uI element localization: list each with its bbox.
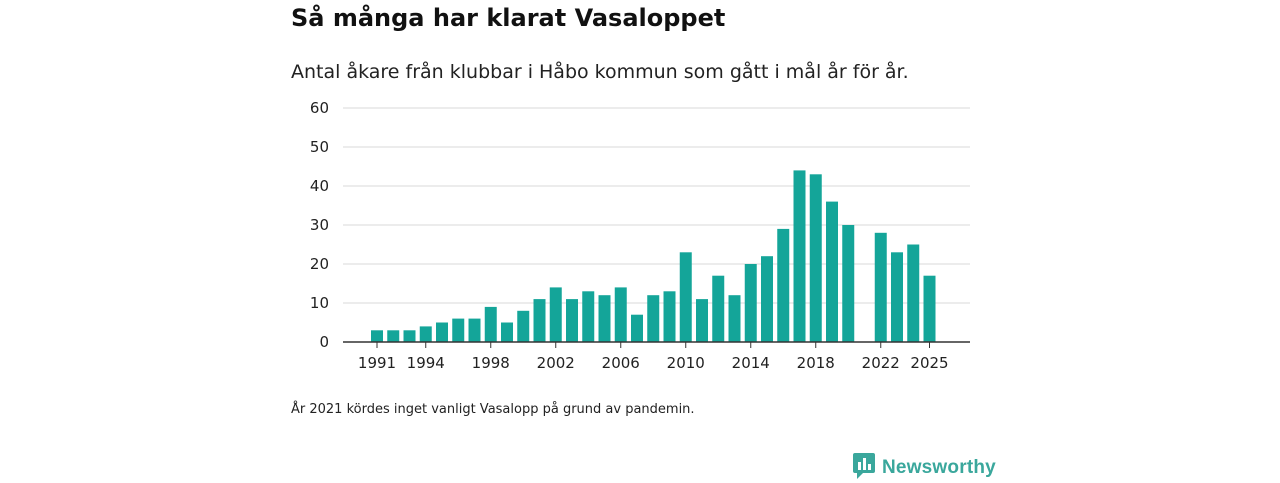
x-tick-label: 1991 [358,354,396,372]
bar-2025[interactable] [923,275,936,342]
x-tick-label: 1998 [472,354,510,372]
bar-2005[interactable] [598,295,611,342]
bar-2000[interactable] [517,310,530,342]
bar-2023[interactable] [891,252,903,342]
bar-1994[interactable] [419,326,432,342]
y-tick-label: 40 [310,177,329,195]
bars [371,170,936,342]
y-tick-label: 50 [310,138,329,156]
y-tick-label: 0 [319,333,329,351]
bar-2007[interactable] [631,314,643,342]
x-tick-label: 2014 [732,354,770,372]
chart-subtitle: Antal åkare från klubbar i Håbo kommun s… [291,61,909,83]
bar-2019[interactable] [826,201,838,342]
x-tick-label: 1994 [407,354,445,372]
footnote: År 2021 kördes inget vanligt Vasalopp på… [291,402,695,417]
x-tick-label: 2025 [910,354,948,372]
bar-2020[interactable] [842,225,855,342]
bar-1992[interactable] [387,330,400,342]
bar-2001[interactable] [533,299,546,342]
x-tick-label: 2002 [537,354,575,372]
chart-title: Så många har klarat Vasaloppet [291,4,726,32]
x-tick-label: 2022 [862,354,900,372]
bar-2009[interactable] [663,291,676,342]
brand-logo[interactable]: Newsworthy [853,453,996,483]
x-tick-label: 2010 [667,354,705,372]
bar-1995[interactable] [436,322,448,343]
bar-2003[interactable] [566,299,578,342]
bar-1991[interactable] [371,330,383,342]
bar-2006[interactable] [614,287,627,342]
bar-2018[interactable] [809,174,822,342]
bar-1999[interactable] [501,322,513,343]
bar-2008[interactable] [647,295,660,342]
x-tick-label: 2006 [602,354,640,372]
bar-2011[interactable] [696,299,708,342]
y-axis: 0 10 20 30 40 50 60 [310,99,329,351]
x-axis: 1991 1994 1998 2002 2006 2010 2014 2018 2022 2025 [343,341,970,372]
bar-2022[interactable] [874,232,887,342]
bar-1996[interactable] [452,318,465,342]
y-tick-label: 20 [310,255,329,273]
bar-2024[interactable] [907,244,920,343]
bar-1998[interactable] [484,306,497,342]
bar-2010[interactable] [679,252,692,342]
bar-2002[interactable] [549,287,562,342]
bar-2014[interactable] [744,264,757,342]
bar-2012[interactable] [712,275,725,342]
bar-2017[interactable] [793,170,806,342]
y-tick-label: 30 [310,216,329,234]
brand-name: Newsworthy [882,457,996,478]
bar-1997[interactable] [468,318,481,342]
bar-2016[interactable] [777,228,790,342]
bar-chart: 0 10 20 30 40 50 60 1991 1994 1998 2002 2006 2010 20… [310,99,970,372]
bar-1993[interactable] [403,330,416,342]
bar-2004[interactable] [582,291,595,342]
newsworthy-logo-icon [853,453,875,483]
bar-2015[interactable] [761,256,773,342]
y-tick-label: 60 [310,99,329,117]
y-tick-label: 10 [310,294,329,312]
x-tick-label: 2018 [797,354,835,372]
bar-2013[interactable] [728,295,741,342]
